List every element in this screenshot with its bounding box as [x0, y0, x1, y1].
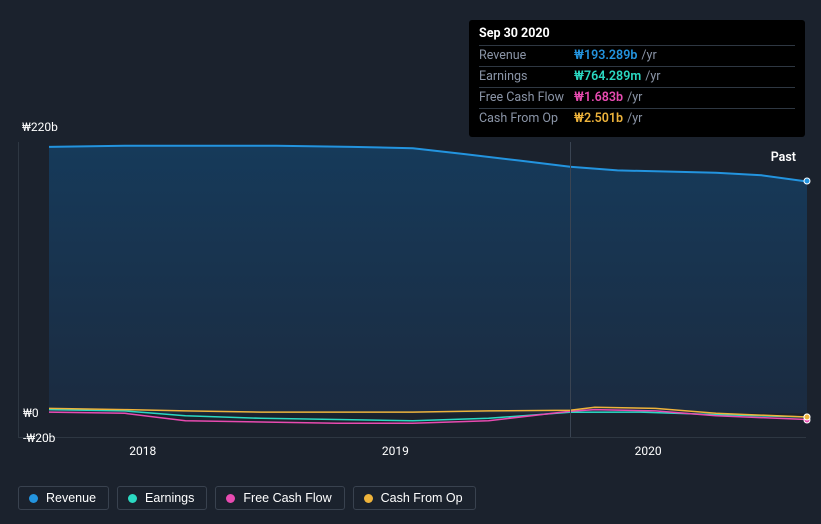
x-tick-label: 2018 — [129, 444, 156, 458]
tooltip-row-label: Revenue — [479, 48, 574, 64]
tooltip-row-value: ₩1.683b — [574, 90, 623, 106]
tooltip-row-suffix: /yr — [641, 48, 656, 64]
earnings-chart: ₩220b Past ₩0-₩20b 201820192020 — [18, 122, 806, 464]
tooltip-row-label: Cash From Op — [479, 111, 574, 127]
tooltip-row-label: Free Cash Flow — [479, 90, 574, 106]
legend-label: Free Cash Flow — [243, 491, 331, 505]
tooltip-row-value: ₩193.289b — [574, 48, 637, 64]
tooltip-row-value: ₩2.501b — [574, 111, 623, 127]
legend-label: Earnings — [145, 491, 194, 505]
tooltip-date: Sep 30 2020 — [479, 26, 795, 45]
legend-label: Cash From Op — [381, 491, 463, 505]
tooltip-row: Revenue₩193.289b/yr — [479, 45, 795, 66]
legend-label: Revenue — [46, 491, 96, 505]
legend-swatch — [29, 494, 38, 503]
series-area-revenue — [49, 146, 807, 414]
tooltip-row-suffix: /yr — [627, 111, 642, 127]
legend-swatch — [128, 494, 137, 503]
y-tick-label: ₩0 — [23, 406, 39, 420]
legend-item-earnings[interactable]: Earnings — [117, 486, 207, 510]
x-tick-label: 2019 — [382, 444, 409, 458]
tooltip-row-label: Earnings — [479, 69, 574, 85]
chart-legend: Revenue Earnings Free Cash Flow Cash From O… — [18, 486, 476, 510]
y-tick-label: ₩220b — [22, 120, 58, 134]
chart-svg — [19, 142, 807, 438]
chart-plot-area[interactable]: Past ₩0-₩20b — [18, 142, 806, 438]
legend-item-revenue[interactable]: Revenue — [18, 486, 109, 510]
legend-item-cfo[interactable]: Cash From Op — [353, 486, 476, 510]
data-tooltip: Sep 30 2020 Revenue₩193.289b/yrEarnings₩… — [469, 20, 805, 137]
tooltip-row: Earnings₩764.289m/yr — [479, 66, 795, 87]
tooltip-row: Free Cash Flow₩1.683b/yr — [479, 87, 795, 108]
y-tick-label: -₩20b — [23, 431, 55, 445]
tooltip-row-suffix: /yr — [645, 69, 660, 85]
x-axis: 2018 2019 2020 — [18, 444, 806, 464]
legend-item-fcf[interactable]: Free Cash Flow — [215, 486, 344, 510]
legend-swatch — [364, 494, 373, 503]
x-tick-label: 2020 — [635, 444, 662, 458]
tooltip-row-value: ₩764.289m — [574, 69, 641, 85]
past-label: Past — [771, 150, 796, 165]
legend-swatch — [226, 494, 235, 503]
tooltip-row-suffix: /yr — [627, 90, 642, 106]
tooltip-row: Cash From Op₩2.501b/yr — [479, 108, 795, 129]
